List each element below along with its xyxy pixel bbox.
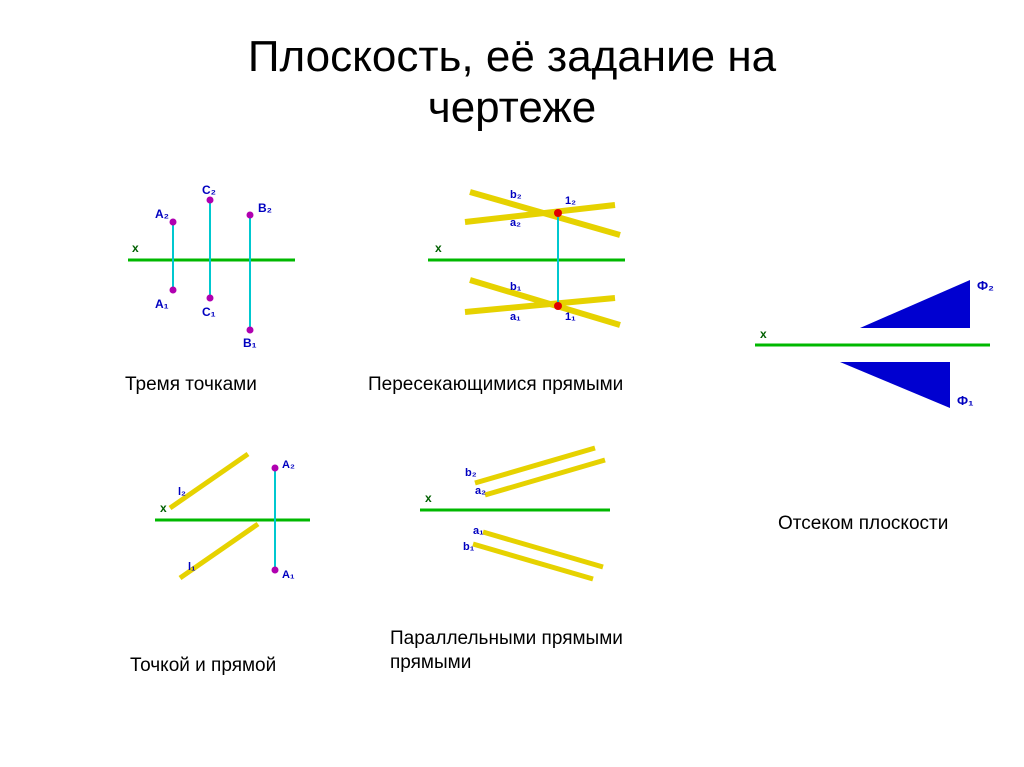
- caption-parallel-2: прямыми: [390, 652, 471, 674]
- lbl-b2: b₂: [510, 189, 522, 201]
- lbl-B2: B₂: [258, 201, 272, 215]
- caption-parallel-1: Параллельными прямыми: [390, 628, 623, 650]
- axis-label-x: x: [760, 327, 767, 341]
- lbl-l2: l₂: [178, 486, 186, 498]
- lbl-C1: C₁: [202, 305, 216, 319]
- line-a2: [485, 460, 605, 495]
- lbl-b1: b₁: [510, 281, 522, 293]
- caption-three-points: Тремя точками: [125, 374, 257, 396]
- line-b2: [470, 192, 620, 235]
- lbl-a2: a₂: [510, 217, 521, 229]
- axis-label-x: x: [132, 241, 139, 255]
- lbl-A1: A₁: [282, 569, 295, 581]
- dot-C1: [207, 295, 214, 302]
- dot-11: [554, 302, 562, 310]
- dot-A2: [272, 465, 279, 472]
- lbl-a1: a₁: [510, 311, 521, 323]
- axis-label-x: x: [435, 241, 442, 255]
- triangle-phi2: [860, 280, 970, 328]
- caption-compartment: Отсеком плоскости: [778, 513, 948, 535]
- dot-B1: [247, 327, 254, 334]
- lbl-a2: a₂: [475, 485, 486, 497]
- lbl-phi2: Ф₂: [977, 278, 994, 293]
- line-b2: [475, 448, 595, 483]
- intersecting-svg: x b₂ a₂ 1₂ b₁ a₁ 1₁: [410, 180, 640, 350]
- caption-intersecting: Пересекающимися прямыми: [368, 374, 623, 396]
- compartment-svg: x Ф₂ Ф₁: [740, 250, 1000, 440]
- figure-three-points: x A₂ C₂ B₂ A₁ C₁ B₁: [110, 180, 310, 350]
- dot-C2: [207, 197, 214, 204]
- figure-parallel: x b₂ a₂ a₁ b₁: [395, 440, 625, 600]
- lbl-C2: C₂: [202, 183, 216, 197]
- lbl-l1: l₁: [188, 561, 196, 573]
- figure-point-line: x l₂ l₁ A₂ A₁: [130, 440, 330, 610]
- title-line-1: Плоскость, её задание на: [248, 32, 776, 81]
- line-b1: [473, 544, 593, 579]
- axis-label-x: x: [425, 491, 432, 505]
- lbl-b1: b₁: [463, 541, 475, 553]
- lbl-phi1: Ф₁: [957, 393, 973, 408]
- lbl-A1: A₁: [155, 297, 169, 311]
- lbl-12: 1₂: [565, 195, 576, 207]
- line-a1: [483, 532, 603, 567]
- lbl-a1: a₁: [473, 525, 484, 537]
- lbl-11: 1₁: [565, 311, 576, 323]
- caption-point-line: Точкой и прямой: [130, 655, 276, 677]
- dot-A1: [272, 567, 279, 574]
- point-line-svg: x l₂ l₁ A₂ A₁: [130, 440, 330, 610]
- dot-A1: [170, 287, 177, 294]
- page-title: Плоскость, её задание на чертеже: [0, 0, 1024, 133]
- dot-B2: [247, 212, 254, 219]
- parallel-svg: x b₂ a₂ a₁ b₁: [395, 440, 625, 600]
- figure-compartment: x Ф₂ Ф₁: [740, 250, 1000, 440]
- lbl-A2: A₂: [282, 459, 295, 471]
- lbl-B1: B₁: [243, 336, 257, 350]
- dot-A2: [170, 219, 177, 226]
- dot-12: [554, 209, 562, 217]
- triangle-phi1: [840, 362, 950, 408]
- line-l2: [170, 454, 248, 508]
- three-points-svg: x A₂ C₂ B₂ A₁ C₁ B₁: [110, 180, 310, 350]
- title-line-2: чертеже: [428, 83, 596, 132]
- lbl-A2: A₂: [155, 207, 169, 221]
- lbl-b2: b₂: [465, 467, 477, 479]
- figure-intersecting: x b₂ a₂ 1₂ b₁ a₁ 1₁: [410, 180, 640, 350]
- axis-label-x: x: [160, 501, 167, 515]
